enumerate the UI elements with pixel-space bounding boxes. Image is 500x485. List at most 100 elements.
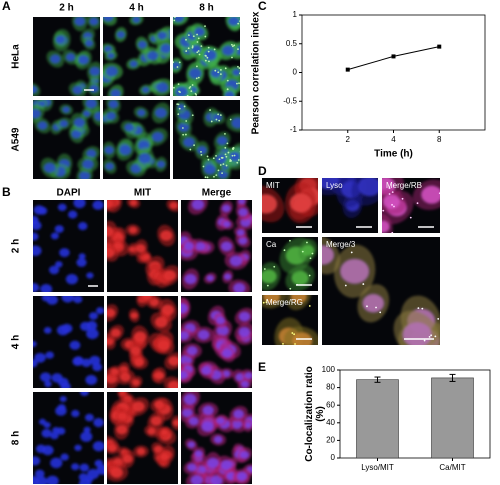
dot	[222, 163, 225, 166]
dot	[181, 127, 184, 129]
dot	[224, 67, 227, 70]
nucleus	[69, 340, 81, 350]
dot	[224, 153, 227, 156]
nucleus	[160, 230, 173, 241]
nucleus	[61, 323, 73, 334]
dot	[423, 351, 425, 353]
image-label: Merge/RB	[386, 181, 422, 190]
dot	[243, 129, 245, 131]
nucleus	[223, 221, 231, 228]
image-label: Lyso	[326, 181, 343, 190]
nucleus	[110, 368, 119, 375]
nucleus	[107, 226, 114, 237]
dot	[206, 56, 209, 59]
nucleus	[147, 427, 156, 435]
dot	[236, 82, 238, 85]
dot	[388, 193, 391, 195]
dot	[423, 339, 426, 342]
dot	[236, 161, 239, 164]
cells	[181, 200, 252, 292]
dot	[191, 46, 194, 49]
dot	[263, 268, 266, 270]
nucleus	[35, 444, 47, 454]
dot	[393, 205, 395, 208]
row-header: HeLa	[11, 44, 22, 69]
nucleus	[62, 106, 70, 113]
nucleus	[50, 54, 61, 64]
nucleus	[233, 409, 244, 419]
nucleus	[83, 426, 91, 433]
dot	[208, 60, 210, 63]
nucleus	[142, 296, 152, 301]
dot	[186, 94, 189, 96]
column-header: MIT	[134, 188, 151, 199]
dot	[219, 73, 222, 76]
row-header: 4 h	[11, 335, 22, 349]
dot	[233, 44, 236, 47]
dot	[183, 105, 186, 108]
nucleus	[55, 261, 63, 268]
nucleus	[421, 185, 440, 204]
nucleus	[292, 332, 313, 345]
dot	[190, 90, 193, 93]
dot	[204, 35, 207, 38]
image-label: Ca	[266, 240, 277, 249]
nucleus	[188, 417, 199, 426]
nucleus	[48, 265, 60, 275]
cells	[262, 237, 318, 291]
dot	[189, 148, 192, 151]
micrograph	[262, 178, 318, 233]
plot-frame	[301, 14, 486, 131]
dot	[197, 50, 200, 52]
nucleus	[195, 241, 206, 251]
dot	[196, 51, 199, 54]
nucleus	[154, 400, 164, 409]
dot	[282, 342, 284, 345]
dot	[204, 25, 206, 28]
nucleus	[33, 86, 38, 94]
dot	[202, 165, 205, 168]
row-header: 8 h	[11, 431, 22, 445]
nucleus	[220, 460, 233, 470]
nucleus	[194, 27, 205, 37]
nucleus	[57, 203, 67, 212]
nucleus	[72, 356, 84, 366]
micrograph	[107, 296, 178, 388]
nucleus	[50, 232, 59, 240]
nucleus	[55, 35, 65, 44]
nucleus	[169, 201, 178, 210]
micrograph	[107, 200, 178, 292]
nucleus	[128, 226, 138, 234]
dot	[294, 343, 296, 345]
nucleus	[206, 275, 214, 282]
nucleus	[157, 340, 170, 351]
image-label: Merge/RG	[266, 298, 303, 307]
image-label: Merge/3	[326, 240, 356, 249]
dot	[196, 65, 198, 68]
x-tick-label: Ca/MIT	[439, 463, 465, 472]
dot	[231, 56, 233, 59]
y-tick-label: 0	[293, 68, 298, 77]
y-tick-label: -1	[290, 125, 298, 134]
nucleus	[65, 273, 78, 285]
nucleus	[262, 194, 277, 214]
nucleus	[93, 417, 104, 428]
nucleus	[88, 312, 99, 320]
nucleus	[156, 82, 169, 93]
panel-label: A	[2, 0, 11, 13]
y-tick-label: 0.5	[286, 39, 298, 48]
dot	[200, 45, 203, 48]
dot	[386, 235, 388, 237]
dot	[173, 17, 176, 19]
dot	[219, 69, 222, 71]
dot	[306, 352, 308, 354]
nucleus	[78, 222, 88, 231]
nucleus	[137, 109, 146, 117]
nucleus	[33, 359, 38, 368]
nucleus	[224, 91, 235, 96]
nucleus	[116, 31, 125, 39]
cells	[322, 178, 378, 218]
nucleus	[263, 295, 280, 304]
nucleus	[79, 463, 90, 472]
